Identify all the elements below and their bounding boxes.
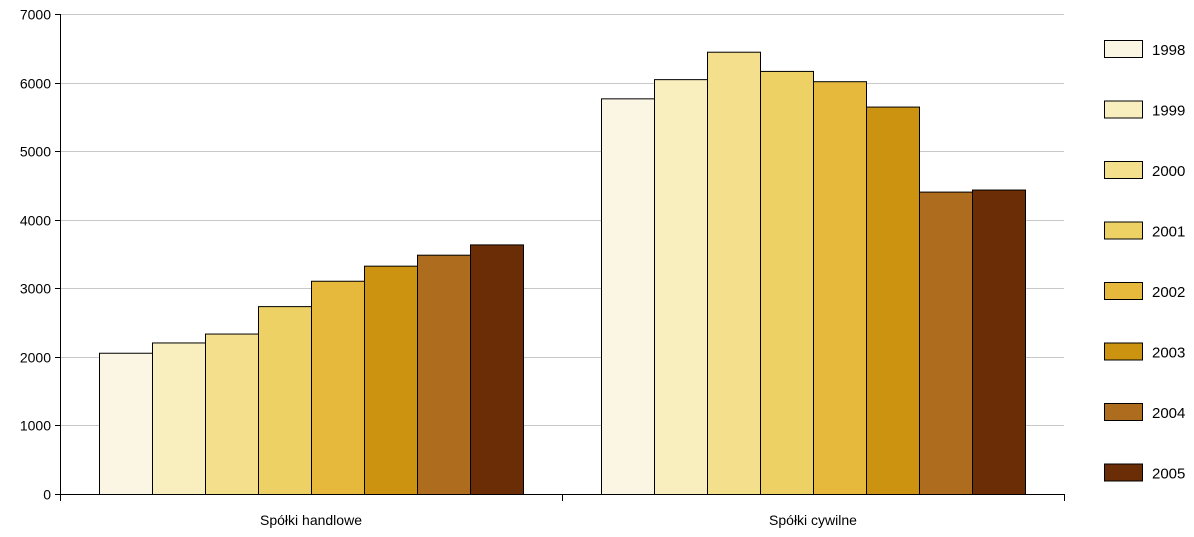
axes	[55, 14, 1065, 501]
legend-label: 2005	[1152, 466, 1185, 483]
x-category-label: Spółki handlowe	[260, 512, 362, 528]
y-tick-label: 2000	[20, 350, 51, 366]
legend-label: 2004	[1152, 405, 1185, 422]
bar	[152, 342, 206, 496]
legend-label: 1998	[1152, 42, 1185, 59]
bar	[99, 352, 153, 495]
y-axis-ticks: 0 1000 2000 3000 4000 5000 6000 7000	[20, 7, 51, 503]
legend-swatch	[1104, 100, 1143, 119]
bar	[972, 189, 1026, 496]
legend: 1998 1999 2000 2001 2002 2003 2004 2005	[1104, 40, 1185, 483]
y-tick-label: 7000	[20, 7, 51, 23]
legend-swatch	[1104, 463, 1143, 482]
y-tick-label: 5000	[20, 144, 51, 160]
bar	[760, 70, 814, 496]
legend-swatch	[1104, 161, 1143, 179]
bar	[364, 265, 418, 495]
legend-label: 1999	[1152, 103, 1185, 120]
bar	[601, 98, 655, 495]
y-tick-label: 3000	[20, 281, 51, 297]
y-tick-label: 0	[43, 487, 51, 503]
legend-label: 2001	[1152, 224, 1185, 241]
bar	[205, 333, 259, 495]
legend-swatch	[1104, 342, 1143, 361]
bar	[417, 254, 471, 495]
legend-label: 2002	[1152, 284, 1185, 301]
legend-swatch	[1104, 403, 1143, 421]
bar	[258, 306, 312, 495]
legend-label: 2003	[1152, 345, 1185, 362]
y-tick-label: 1000	[20, 418, 51, 434]
bar	[470, 244, 524, 495]
x-category-label: Spółki cywilne	[769, 512, 857, 528]
y-tick-label: 4000	[20, 213, 51, 229]
legend-swatch	[1104, 282, 1143, 300]
bar	[707, 51, 761, 495]
bar	[866, 106, 920, 495]
bar	[654, 79, 708, 496]
bars	[99, 51, 1026, 496]
legend-label: 2000	[1152, 163, 1185, 180]
legend-swatch	[1104, 221, 1143, 240]
legend-swatch	[1104, 40, 1143, 58]
x-axis-categories: Spółki handlowe Spółki cywilne	[260, 512, 857, 528]
y-tick-label: 6000	[20, 76, 51, 92]
bar	[311, 280, 365, 495]
bar	[813, 81, 867, 495]
bar	[919, 191, 973, 495]
